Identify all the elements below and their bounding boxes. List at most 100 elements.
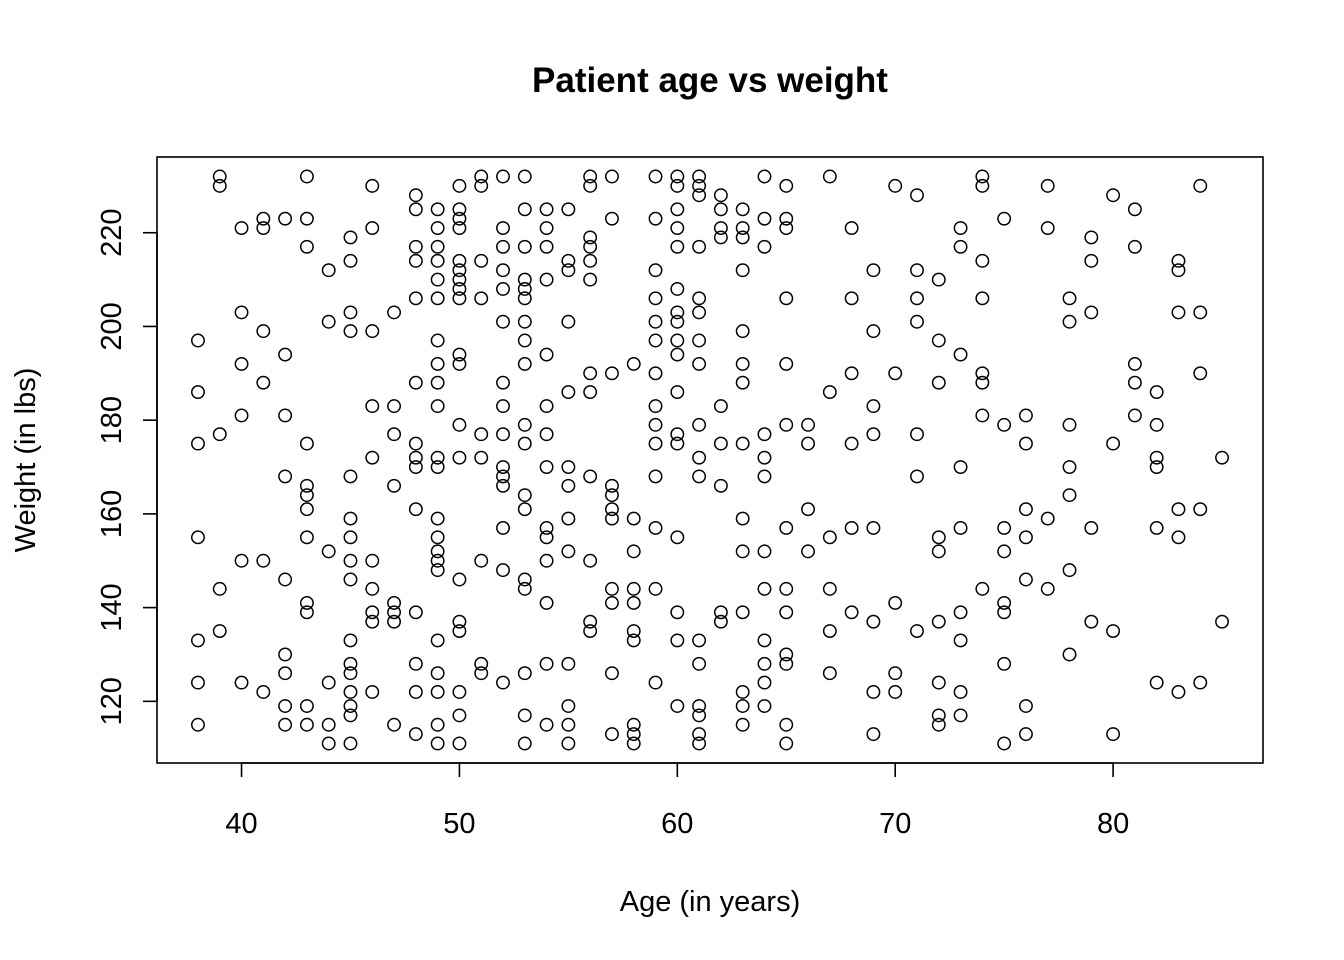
data-point	[626, 595, 641, 610]
data-point	[583, 366, 598, 381]
data-point	[299, 717, 314, 732]
data-point	[387, 605, 402, 620]
data-point	[648, 366, 663, 381]
data-point	[975, 291, 990, 306]
data-point	[931, 675, 946, 690]
data-point	[517, 291, 532, 306]
data-point	[670, 427, 685, 442]
data-point	[1106, 727, 1121, 742]
x-tick-label: 80	[1097, 808, 1129, 840]
data-point	[605, 211, 619, 226]
data-point	[343, 511, 358, 526]
data-point	[692, 699, 707, 713]
chart-title: Patient age vs weight	[532, 61, 888, 100]
data-point	[517, 239, 532, 254]
data-point	[517, 169, 532, 184]
data-point	[1084, 520, 1099, 535]
data-point	[430, 736, 445, 751]
data-point	[278, 666, 293, 681]
y-axis: 120 140 160 180 200 220	[96, 209, 158, 726]
data-point	[1106, 188, 1121, 203]
data-point	[1062, 488, 1077, 503]
data-point	[866, 324, 881, 339]
data-point	[670, 314, 685, 329]
data-point	[910, 427, 924, 442]
data-point	[713, 614, 728, 629]
data-point	[822, 530, 837, 545]
data-point	[1171, 305, 1186, 320]
data-point	[648, 581, 663, 596]
data-point	[539, 553, 554, 568]
data-point	[626, 511, 641, 526]
data-point	[452, 356, 467, 371]
data-point	[299, 211, 314, 226]
data-point	[713, 478, 728, 493]
data-point	[1062, 291, 1077, 306]
data-point	[626, 717, 641, 732]
data-point	[561, 511, 576, 526]
data-point	[931, 717, 946, 732]
data-point	[430, 333, 445, 348]
data-point	[713, 230, 728, 245]
data-point	[1127, 356, 1142, 371]
data-point	[561, 385, 576, 400]
data-point	[517, 502, 532, 517]
data-point	[561, 544, 576, 559]
data-point	[343, 324, 358, 339]
data-point	[278, 211, 293, 226]
data-point	[496, 675, 510, 690]
data-point	[888, 666, 903, 681]
data-point	[517, 333, 532, 348]
data-point	[430, 563, 445, 578]
data-point	[299, 699, 314, 713]
data-point	[692, 188, 707, 203]
data-point	[757, 169, 772, 184]
x-tick-label: 60	[661, 808, 693, 840]
data-point	[866, 520, 881, 535]
data-point	[343, 572, 358, 587]
data-point	[408, 202, 423, 217]
data-point	[561, 460, 576, 474]
data-point	[408, 685, 423, 699]
data-point	[583, 624, 598, 638]
data-point	[452, 221, 467, 235]
data-point	[1171, 685, 1186, 699]
data-point	[191, 530, 205, 545]
data-point	[605, 478, 619, 493]
data-point	[496, 169, 510, 184]
data-point	[452, 572, 467, 587]
data-point	[496, 282, 510, 296]
data-point	[1127, 202, 1142, 217]
data-point	[713, 436, 728, 451]
data-point	[626, 356, 641, 371]
data-point	[1149, 675, 1164, 690]
data-point	[321, 675, 336, 690]
data-point	[866, 614, 881, 629]
data-point	[408, 239, 423, 254]
data-point	[452, 282, 467, 296]
data-point	[1149, 520, 1164, 535]
data-point	[278, 347, 293, 362]
data-point	[321, 263, 336, 278]
data-point	[517, 581, 532, 596]
data-point	[517, 356, 532, 371]
data-point	[866, 263, 881, 278]
data-point	[539, 427, 554, 442]
data-point	[670, 282, 685, 296]
data-point	[1018, 530, 1033, 545]
data-point	[430, 666, 445, 681]
data-point	[605, 581, 619, 596]
data-point	[256, 324, 271, 339]
data-point	[779, 291, 794, 306]
data-point	[583, 385, 598, 400]
data-point	[735, 717, 750, 732]
x-axis: 40 50 60 70 80	[225, 762, 1129, 840]
data-point	[910, 314, 924, 329]
data-point	[430, 633, 445, 648]
data-point	[779, 605, 794, 620]
data-point	[692, 291, 707, 306]
data-point	[561, 699, 576, 713]
data-point	[452, 211, 467, 226]
data-point	[1193, 502, 1208, 517]
data-point	[583, 253, 598, 268]
